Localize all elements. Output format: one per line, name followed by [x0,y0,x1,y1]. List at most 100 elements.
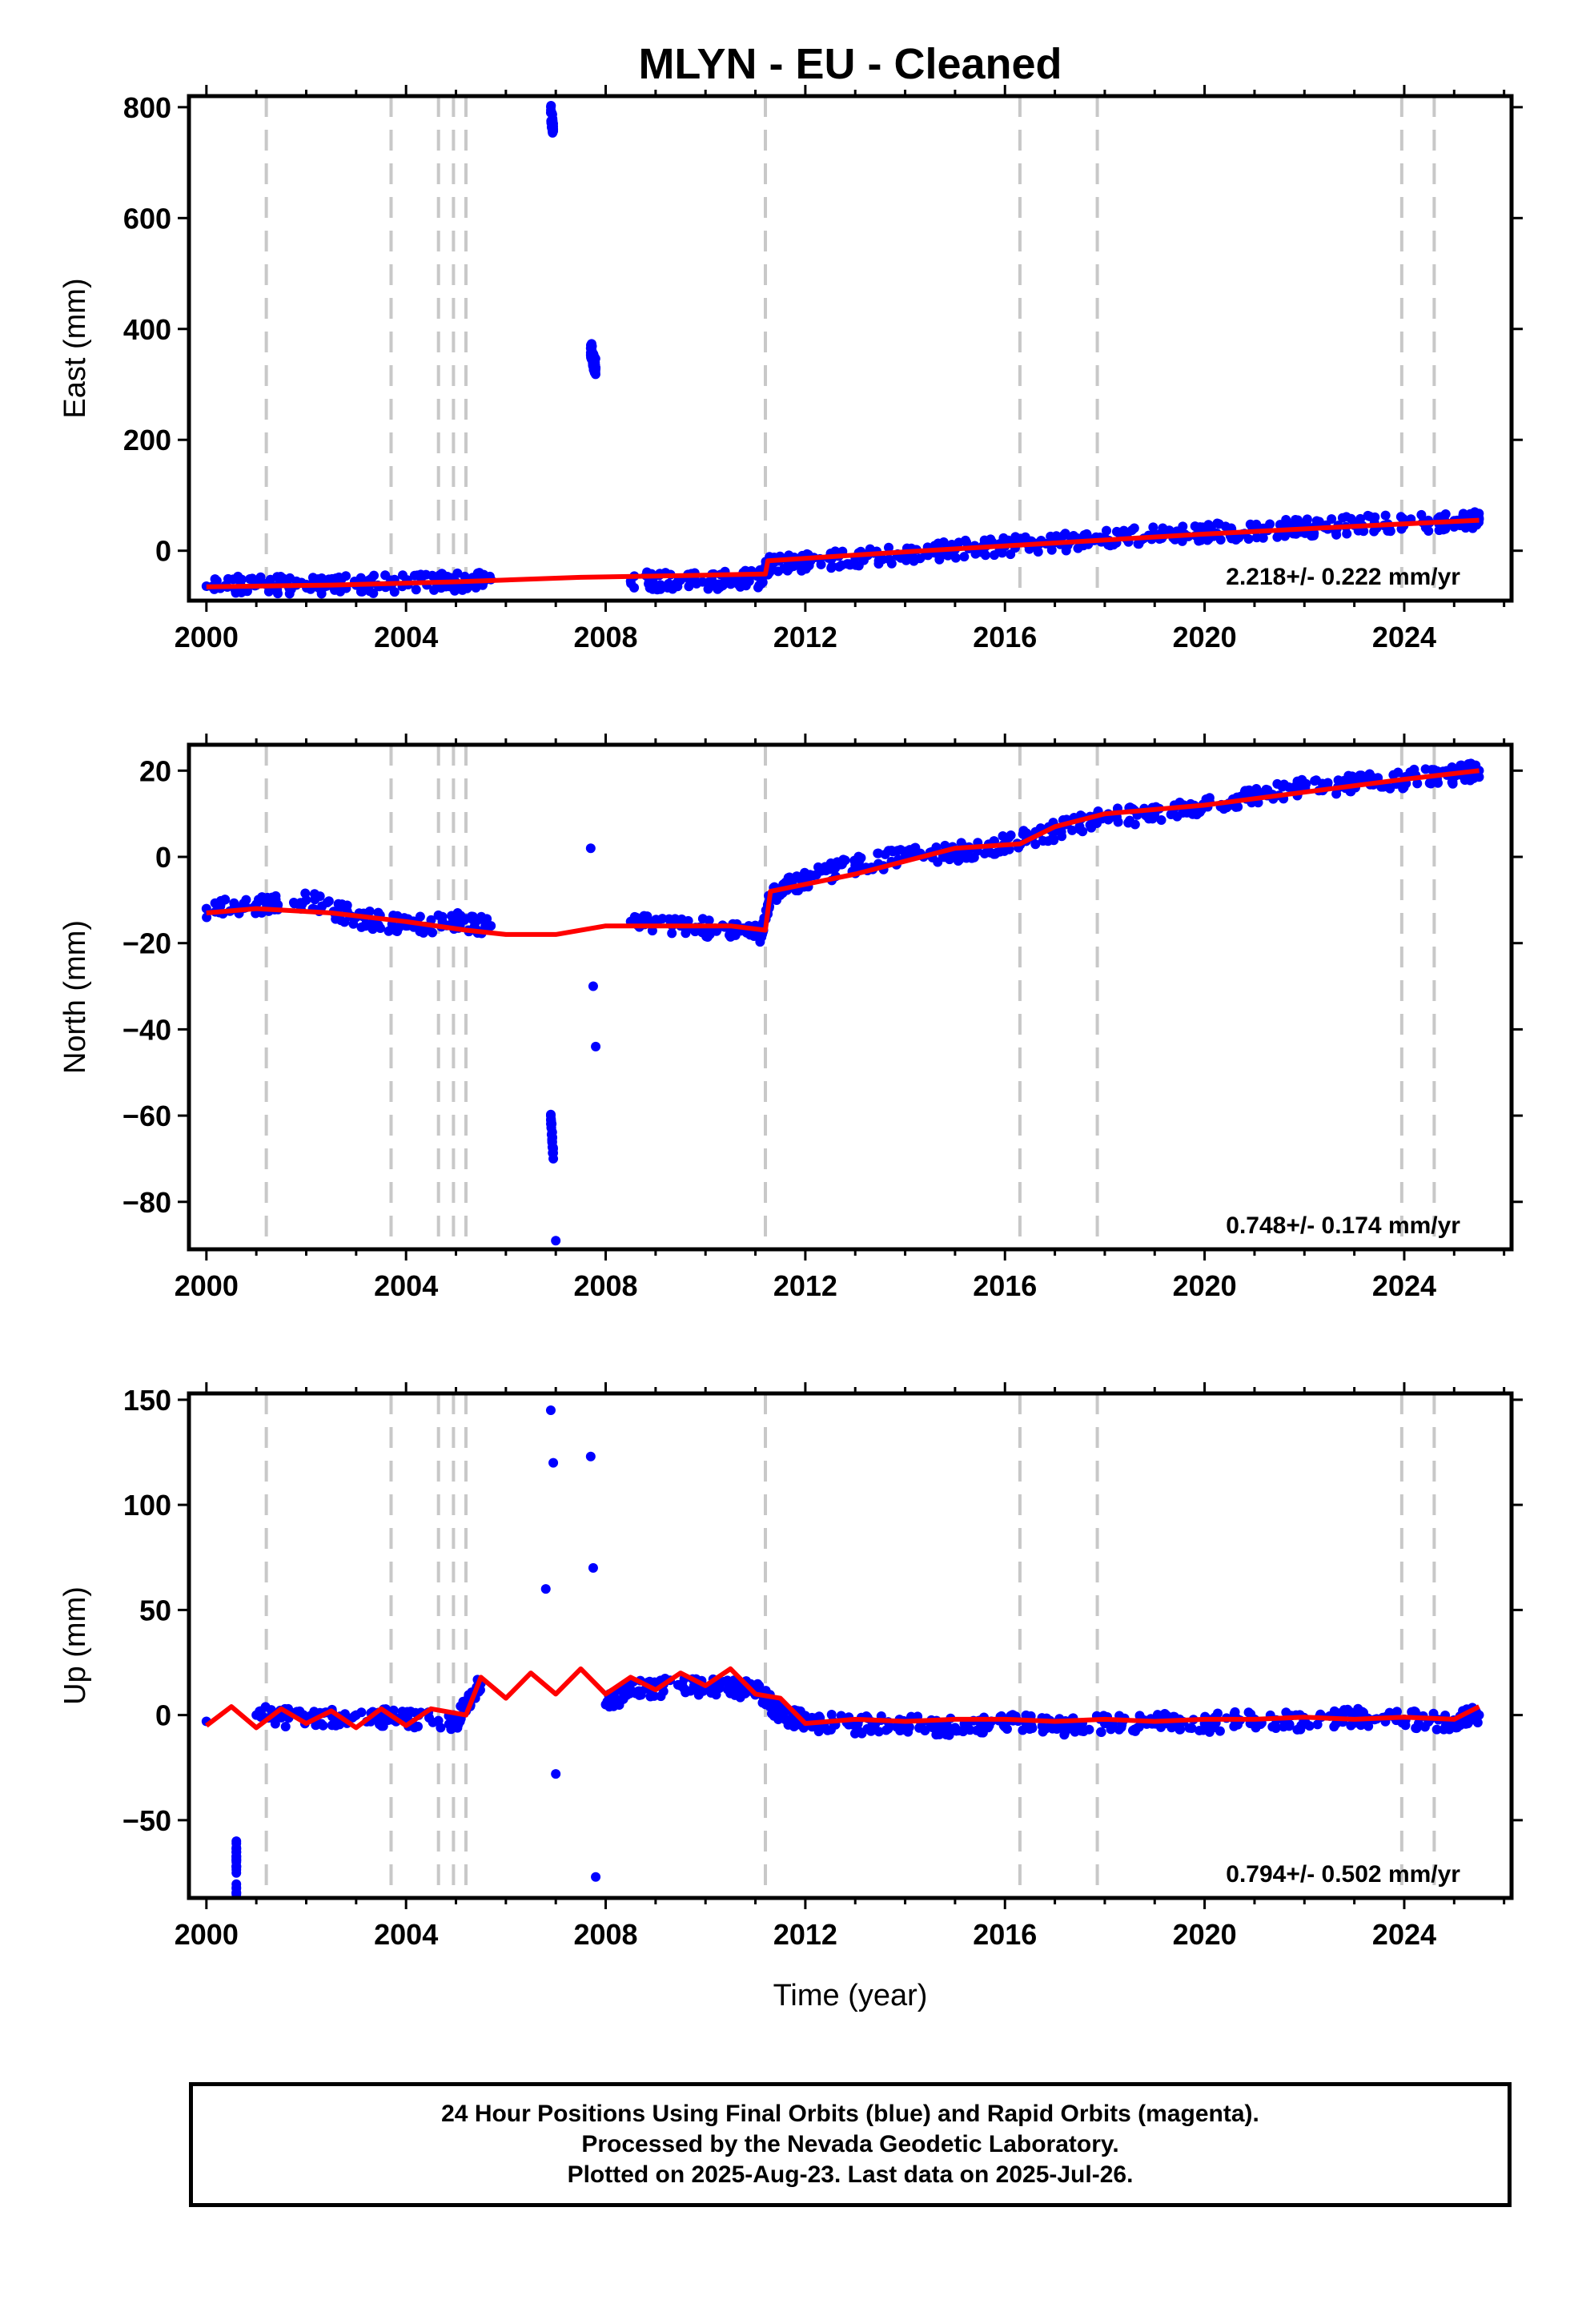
y-tick-label: 600 [123,202,171,235]
data-point [629,911,640,922]
data-point [801,564,811,574]
data-point [1114,528,1124,538]
data-point [546,1116,556,1127]
velocity-rate-label: 2.218+/- 0.222 mm/yr [1226,564,1460,590]
data-point [901,555,911,565]
data-point [667,928,677,939]
data-point [547,116,557,127]
data-point [334,903,344,913]
x-tick-label: 2008 [573,1269,637,1302]
data-point [735,1691,745,1702]
y-tick-label: −40 [122,1013,171,1046]
data-point [960,535,970,545]
chart-title: MLYN - EU - Cleaned [638,40,1062,88]
y-tick-label: −20 [122,927,171,960]
data-point [634,1686,644,1696]
data-point [547,108,557,119]
y-tick-label: 0 [155,1699,171,1732]
data-point [375,1719,385,1730]
data-point [415,911,425,922]
data-point [1166,1723,1177,1733]
data-point [301,895,311,905]
data-point [1122,528,1132,538]
data-point [387,921,398,931]
data-point [1130,1724,1140,1735]
data-point [980,1720,990,1731]
y-tick-label: 800 [123,91,171,124]
data-point [991,847,1002,858]
data-point [1113,817,1123,827]
data-point [460,914,471,924]
data-point [1419,1722,1430,1732]
data-point [452,908,463,919]
data-point [1078,1726,1089,1736]
data-point [280,1721,291,1731]
data-point [591,1872,601,1882]
y-axis-label: North (mm) [58,920,92,1074]
data-point [1416,509,1427,520]
data-point [1424,778,1435,788]
data-point [904,1722,914,1732]
data-point [1310,776,1320,786]
y-tick-label: 20 [139,754,171,787]
data-point [253,895,263,905]
data-point [656,584,666,594]
data-point [548,1144,558,1155]
data-point [1357,1707,1367,1717]
data-point [585,843,596,854]
footer-caption-box: 24 Hour Positions Using Final Orbits (bl… [189,2082,1512,2207]
data-point [267,893,278,903]
data-point [1391,1707,1402,1717]
data-point [411,585,421,595]
y-tick-label: 50 [139,1594,171,1626]
x-tick-label: 2008 [573,621,637,653]
data-point [418,927,428,938]
data-point [757,932,767,943]
data-point [954,854,965,865]
data-point [1214,519,1224,529]
x-tick-label: 2000 [175,621,239,653]
data-point [873,848,884,858]
data-point [1056,826,1066,837]
data-point [316,1719,327,1729]
data-point [231,1882,242,1892]
panel-frame [187,94,1514,603]
data-point [356,1707,367,1718]
y-tick-label: 0 [155,535,171,568]
data-point [1243,533,1254,544]
data-point [920,1725,930,1735]
data-point [1411,1723,1422,1734]
data-point [664,914,674,924]
x-tick-label: 2004 [374,1918,438,1951]
data-point [1070,1727,1080,1737]
data-point [1102,525,1112,536]
data-point [1175,1724,1186,1735]
data-point [629,582,640,593]
x-tick-label: 2016 [973,1269,1037,1302]
x-tick-label: 2020 [1173,621,1237,653]
data-point [827,561,837,572]
data-point [588,1562,598,1573]
data-point [1038,1727,1048,1737]
data-point [1178,521,1188,532]
data-point [783,873,793,883]
data-point [1156,815,1166,826]
x-tick-label: 2012 [773,1918,837,1951]
data-point [931,842,942,853]
x-tick-label: 2000 [175,1269,239,1302]
data-point [614,1697,624,1707]
y-tick-label: −80 [122,1186,171,1219]
data-point [1251,521,1262,531]
x-tick-label: 2020 [1173,1918,1237,1951]
data-point [548,124,559,135]
data-point [642,911,652,922]
data-point [1314,517,1324,527]
data-point [367,924,378,935]
data-point [545,1405,556,1415]
data-point [1006,830,1016,840]
footer-line: Processed by the Nevada Geodetic Laborat… [581,2131,1119,2157]
data-point [970,549,981,559]
data-point [591,363,601,373]
data-point [1030,839,1041,850]
